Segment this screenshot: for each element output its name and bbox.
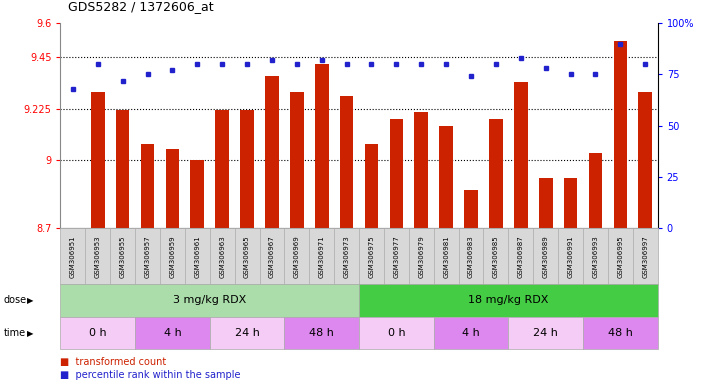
- Bar: [315, 64, 328, 228]
- Bar: [614, 41, 627, 228]
- Bar: [265, 76, 279, 228]
- Bar: [141, 144, 154, 228]
- Text: 24 h: 24 h: [235, 328, 260, 338]
- Text: 0 h: 0 h: [387, 328, 405, 338]
- Bar: [215, 110, 229, 228]
- Bar: [539, 178, 552, 228]
- Text: 4 h: 4 h: [462, 328, 480, 338]
- Bar: [638, 91, 652, 228]
- Text: GSM306987: GSM306987: [518, 235, 524, 278]
- Text: 24 h: 24 h: [533, 328, 558, 338]
- Text: GSM306993: GSM306993: [592, 235, 599, 278]
- Bar: [415, 112, 428, 228]
- Bar: [390, 119, 403, 228]
- Bar: [464, 190, 478, 228]
- Text: GSM306951: GSM306951: [70, 235, 76, 278]
- Text: GSM306973: GSM306973: [343, 235, 350, 278]
- Text: GSM306957: GSM306957: [144, 235, 151, 278]
- Text: GDS5282 / 1372606_at: GDS5282 / 1372606_at: [68, 0, 213, 13]
- Text: GSM306997: GSM306997: [642, 235, 648, 278]
- Text: ■  percentile rank within the sample: ■ percentile rank within the sample: [60, 370, 241, 381]
- Text: ■  transformed count: ■ transformed count: [60, 356, 166, 367]
- Text: GSM306971: GSM306971: [319, 235, 325, 278]
- Text: GSM306979: GSM306979: [418, 235, 424, 278]
- Text: GSM306965: GSM306965: [244, 235, 250, 278]
- Text: ▶: ▶: [27, 329, 33, 338]
- Text: GSM306963: GSM306963: [219, 235, 225, 278]
- Text: GSM306977: GSM306977: [393, 235, 400, 278]
- Bar: [365, 144, 378, 228]
- Bar: [489, 119, 503, 228]
- Bar: [340, 96, 353, 228]
- Bar: [166, 149, 179, 228]
- Bar: [514, 83, 528, 228]
- Bar: [240, 110, 254, 228]
- Text: GSM306953: GSM306953: [95, 235, 101, 278]
- Bar: [191, 160, 204, 228]
- Text: 48 h: 48 h: [608, 328, 633, 338]
- Text: GSM306985: GSM306985: [493, 235, 499, 278]
- Bar: [116, 110, 129, 228]
- Bar: [439, 126, 453, 228]
- Text: GSM306961: GSM306961: [194, 235, 201, 278]
- Text: 18 mg/kg RDX: 18 mg/kg RDX: [468, 295, 549, 306]
- Bar: [91, 91, 105, 228]
- Text: GSM306967: GSM306967: [269, 235, 275, 278]
- Text: GSM306991: GSM306991: [567, 235, 574, 278]
- Text: GSM306983: GSM306983: [468, 235, 474, 278]
- Text: GSM306981: GSM306981: [443, 235, 449, 278]
- Text: dose: dose: [4, 295, 27, 306]
- Bar: [589, 153, 602, 228]
- Text: GSM306955: GSM306955: [119, 235, 126, 278]
- Bar: [564, 178, 577, 228]
- Text: ▶: ▶: [27, 296, 33, 305]
- Text: 3 mg/kg RDX: 3 mg/kg RDX: [173, 295, 247, 306]
- Text: GSM306969: GSM306969: [294, 235, 300, 278]
- Text: GSM306959: GSM306959: [169, 235, 176, 278]
- Text: 0 h: 0 h: [89, 328, 107, 338]
- Text: GSM306989: GSM306989: [542, 235, 549, 278]
- Text: GSM306995: GSM306995: [617, 235, 624, 278]
- Text: time: time: [4, 328, 26, 338]
- Text: GSM306975: GSM306975: [368, 235, 375, 278]
- Text: 48 h: 48 h: [309, 328, 334, 338]
- Bar: [290, 91, 304, 228]
- Text: 4 h: 4 h: [164, 328, 181, 338]
